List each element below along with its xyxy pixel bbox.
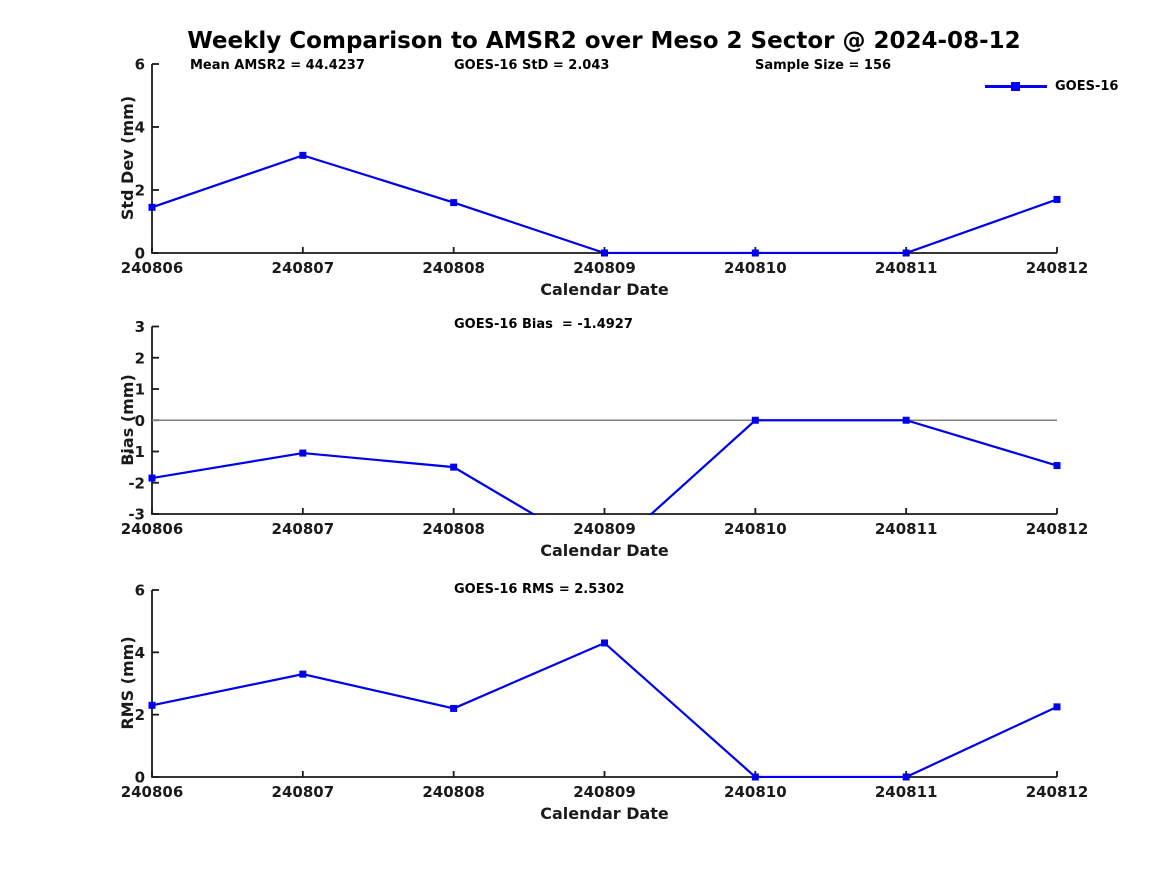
data-marker xyxy=(601,639,608,647)
x-tick-label: 240807 xyxy=(272,520,335,538)
x-tick-label: 240809 xyxy=(573,259,636,277)
data-line xyxy=(151,154,1058,254)
xlabel-calendar-date-3: Calendar Date xyxy=(540,804,669,823)
y-tick-label: 0 xyxy=(135,245,145,263)
x-tick-label: 240812 xyxy=(1026,783,1089,801)
y-tick-label: 2 xyxy=(135,706,145,724)
x-tick-label: 240812 xyxy=(1026,259,1089,277)
data-line xyxy=(151,641,1058,778)
bias-subplot: -3 -2 -1 0 1 2 3 240806 240807 240808 240809 240810… xyxy=(121,318,1089,538)
x-tick-label: 240806 xyxy=(121,259,184,277)
data-marker xyxy=(902,249,910,257)
data-marker xyxy=(450,463,458,471)
data-marker xyxy=(601,249,608,257)
x-tick-label: 240807 xyxy=(272,259,335,277)
legend-square-marker-icon xyxy=(1011,82,1020,91)
x-tick-label: 240808 xyxy=(422,259,485,277)
x-tick-label: 240810 xyxy=(724,259,787,277)
y-tick-label: 6 xyxy=(135,582,145,600)
data-marker xyxy=(1053,195,1061,203)
y-tick-label: 0 xyxy=(135,412,145,430)
x-tick-label: 240809 xyxy=(573,520,636,538)
x-tick-label: 240807 xyxy=(272,783,335,801)
y-tick-label: -2 xyxy=(128,474,145,492)
stat-goes16-std: GOES-16 StD = 2.043 xyxy=(454,58,610,73)
data-marker xyxy=(299,449,307,457)
chart-title: Weekly Comparison to AMSR2 over Meso 2 S… xyxy=(187,28,1021,54)
x-tick-label: 240808 xyxy=(422,783,485,801)
data-marker xyxy=(450,199,458,207)
y-tick-label: 3 xyxy=(135,318,145,336)
y-tick-label: 4 xyxy=(135,644,145,662)
y-tick-label: -3 xyxy=(128,506,145,524)
y-tick-label: 4 xyxy=(135,119,145,137)
legend-label: GOES-16 xyxy=(1055,79,1119,94)
data-marker xyxy=(902,773,910,781)
data-marker xyxy=(902,416,910,424)
axis xyxy=(151,64,1057,254)
data-marker xyxy=(148,203,156,211)
y-tick-label: -1 xyxy=(128,443,145,461)
x-tick-label: 240810 xyxy=(724,783,787,801)
data-marker xyxy=(1053,462,1061,470)
data-marker xyxy=(751,249,759,257)
y-tick-label: 2 xyxy=(135,349,145,367)
y-tick-label: 6 xyxy=(135,56,145,74)
y-tick-label: 2 xyxy=(135,182,145,200)
axis xyxy=(151,590,1057,778)
x-tick-label: 240811 xyxy=(875,783,938,801)
data-marker xyxy=(751,416,759,424)
data-marker xyxy=(450,704,458,712)
x-tick-label: 240811 xyxy=(875,259,938,277)
legend-line-sample xyxy=(985,82,1047,91)
data-marker xyxy=(751,773,759,781)
x-tick-label: 240806 xyxy=(121,783,184,801)
x-tick-label: 240809 xyxy=(573,783,636,801)
stat-goes16-bias: GOES-16 Bias = -1.4927 xyxy=(454,317,633,332)
std-dev-subplot: 0 2 4 6 240806 240807 240808 240809 240810 240811… xyxy=(121,56,1089,278)
stat-sample-size: Sample Size = 156 xyxy=(755,58,892,73)
legend: GOES-16 xyxy=(985,79,1118,94)
xlabel-calendar-date-1: Calendar Date xyxy=(540,280,669,299)
y-tick-label: 1 xyxy=(135,381,145,399)
x-tick-label: 240806 xyxy=(121,520,184,538)
data-marker xyxy=(148,474,156,482)
x-tick-label: 240812 xyxy=(1026,520,1089,538)
data-marker xyxy=(148,701,156,709)
stat-mean-amsr2: Mean AMSR2 = 44.4237 xyxy=(190,58,365,73)
y-tick-label: 0 xyxy=(135,769,145,787)
stat-goes16-rms: GOES-16 RMS = 2.5302 xyxy=(454,582,625,597)
x-tick-label: 240808 xyxy=(422,520,485,538)
data-marker xyxy=(299,670,307,678)
rms-subplot: 0 2 4 6 240806 240807 240808 240809 240810 240811… xyxy=(121,582,1089,802)
xlabel-calendar-date-2: Calendar Date xyxy=(540,541,669,560)
x-tick-label: 240811 xyxy=(875,520,938,538)
data-marker xyxy=(299,151,307,159)
x-tick-label: 240810 xyxy=(724,520,787,538)
data-marker xyxy=(1053,703,1061,711)
